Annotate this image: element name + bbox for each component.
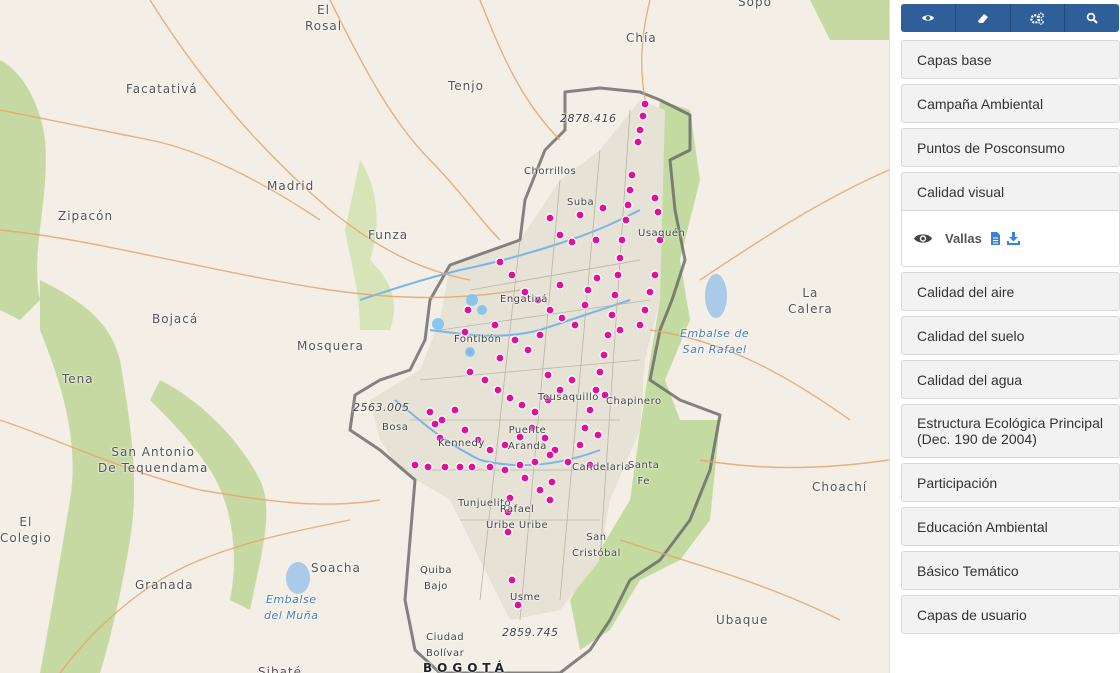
layer-group-estructura-ecologica[interactable]: Estructura Ecológica Principal (Dec. 190… <box>901 404 1120 458</box>
place-label: El Colegio <box>0 515 52 545</box>
layer-download-button[interactable] <box>1006 232 1020 245</box>
settings-button[interactable] <box>1011 4 1066 32</box>
layer-group-participacion[interactable]: Participación <box>901 463 1120 502</box>
place-label: Santa Fe <box>628 460 660 487</box>
water-label: Embalse de San Rafael <box>680 327 750 356</box>
layer-group-label: Capas de usuario <box>917 606 1027 623</box>
place-label: Bosa <box>382 422 409 433</box>
place-label: Suba <box>567 197 595 208</box>
place-label: Bojacá <box>152 312 199 326</box>
elevation-label: 2859.745 <box>502 626 559 639</box>
map-view[interactable]: El Rosal Sopó Chía Facatativá Tenjo Madr… <box>0 0 889 673</box>
basemap <box>0 0 889 673</box>
layer-group-label: Capas base <box>917 51 992 68</box>
download-icon <box>1006 232 1020 245</box>
place-label: Puente Aranda <box>508 425 547 452</box>
place-label: San Cristóbal <box>572 532 621 559</box>
place-label: Engativá <box>500 294 548 305</box>
layers-panel: Capas base Campaña Ambiental Puntos de P… <box>889 0 1120 673</box>
gears-icon <box>1030 11 1045 25</box>
water-label: Embalse del Muña <box>264 593 319 622</box>
layer-group-basico-tematico[interactable]: Básico Temático <box>901 551 1120 590</box>
place-label: Sopó <box>738 0 772 9</box>
layer-label-vallas: Vallas <box>945 231 982 246</box>
layer-group-label: Participación <box>917 474 998 491</box>
eye-icon <box>921 15 934 21</box>
layer-group-calidad-visual[interactable]: Calidad visual <box>901 172 1120 211</box>
place-label: Quiba Bajo <box>420 565 452 592</box>
place-label: Fontibón <box>454 334 502 345</box>
place-label: Candelaria <box>572 462 631 473</box>
layer-metadata-button[interactable] <box>990 232 1001 245</box>
layer-group-label: Calidad del aire <box>917 283 1015 300</box>
place-label: Tunjuelito <box>458 498 512 509</box>
layer-group-label: Campaña Ambiental <box>917 95 1044 112</box>
place-label: Kennedy <box>438 438 485 449</box>
place-label: Choachí <box>812 480 868 494</box>
layer-group-calidad-agua[interactable]: Calidad del agua <box>901 360 1120 399</box>
place-label: Soacha <box>311 561 361 575</box>
toolbar <box>901 4 1119 32</box>
place-label: Rafael Uribe Uribe <box>486 504 549 531</box>
city-label-bogota: BOGOTÁ <box>423 661 509 673</box>
layer-group-label: Calidad del agua <box>917 371 1023 388</box>
place-label: Funza <box>368 228 409 242</box>
eye-icon <box>914 234 932 243</box>
eraser-icon <box>977 14 988 23</box>
layer-group-label: Calidad del suelo <box>917 327 1025 344</box>
layer-group-capas-base[interactable]: Capas base <box>901 40 1120 79</box>
place-label: Teusaquillo <box>538 392 599 403</box>
layer-group-label: Básico Temático <box>917 562 1019 579</box>
layer-group-calidad-suelo[interactable]: Calidad del suelo <box>901 316 1120 355</box>
layer-group-label: Calidad visual <box>917 183 1005 200</box>
place-label: Facatativá <box>126 82 198 96</box>
place-label: San Antonio De Tequendama <box>98 445 209 475</box>
search-icon <box>1086 12 1098 24</box>
toggle-visibility-button[interactable] <box>901 4 956 32</box>
place-label: Usaquén <box>638 228 686 239</box>
elevation-label: 2563.005 <box>353 401 410 414</box>
eraser-button[interactable] <box>956 4 1011 32</box>
layer-group-label: Educación Ambiental <box>917 518 1048 535</box>
layer-group-educacion-ambiental[interactable]: Educación Ambiental <box>901 507 1120 546</box>
place-label: Sibaté <box>258 665 303 673</box>
place-label: Ciudad Bolívar <box>426 632 465 659</box>
layer-group-body: Vallas <box>901 211 1120 267</box>
layer-group-calidad-aire[interactable]: Calidad del aire <box>901 272 1120 311</box>
place-label: El Rosal <box>305 3 343 33</box>
layer-group-label: Estructura Ecológica Principal (Dec. 190… <box>917 415 1103 447</box>
place-label: Chorrillos <box>524 166 577 177</box>
elevation-label: 2878.416 <box>560 112 617 125</box>
place-label: Zipacón <box>58 209 114 223</box>
place-label: Madrid <box>267 179 315 193</box>
place-label: Mosquera <box>297 339 364 353</box>
place-label: Tenjo <box>448 79 484 93</box>
place-label: La Calera <box>788 286 833 316</box>
search-button[interactable] <box>1065 4 1119 32</box>
place-label: Chía <box>626 31 657 45</box>
place-label: Usme <box>510 592 541 603</box>
place-label: Chapinero <box>606 396 662 407</box>
layer-group-capas-usuario[interactable]: Capas de usuario <box>901 595 1120 634</box>
layer-group-label: Puntos de Posconsumo <box>917 139 1065 156</box>
layer-visibility-toggle[interactable] <box>913 232 933 245</box>
document-icon <box>990 232 1000 245</box>
layer-list: Capas base Campaña Ambiental Puntos de P… <box>901 40 1120 639</box>
place-label: Tena <box>62 372 94 386</box>
layer-group-posconsumo[interactable]: Puntos de Posconsumo <box>901 128 1120 167</box>
layer-group-campana-ambiental[interactable]: Campaña Ambiental <box>901 84 1120 123</box>
place-label: Ubaque <box>716 613 769 627</box>
place-label: Granada <box>135 578 194 592</box>
